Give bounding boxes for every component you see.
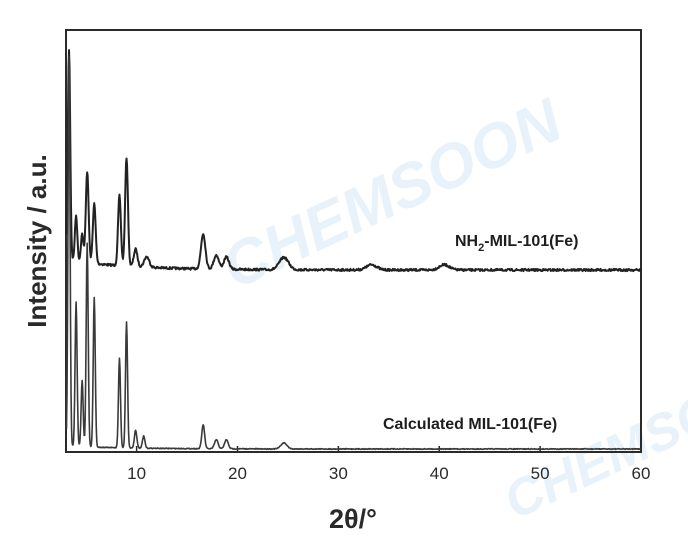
- series-label-main: NH: [455, 233, 478, 250]
- series-label-rest: -MIL-101(Fe): [484, 233, 578, 250]
- series-layer: [65, 49, 642, 451]
- y-axis-title: Intensity / a.u.: [22, 154, 52, 327]
- x-tick-label: 20: [228, 464, 247, 483]
- watermark-text-corner: CHEMSOON: [496, 348, 688, 531]
- series-label-nh2-mil-101: NH2-MIL-101(Fe): [455, 233, 578, 254]
- series-line-calculated-mil-101-fe: [65, 55, 642, 451]
- x-tick-label: 10: [127, 464, 146, 483]
- x-tick-label: 40: [430, 464, 449, 483]
- plot-frame: [65, 29, 642, 453]
- x-tick-label: 30: [329, 464, 348, 483]
- series-line-nh2-mil-101-fe: [65, 49, 642, 273]
- x-tick-label: 50: [531, 464, 550, 483]
- x-axis-title: 2θ/°: [329, 504, 377, 534]
- series-label-calculated-mil-101: Calculated MIL-101(Fe): [383, 416, 557, 433]
- watermark-layer: CHEMSOON CHEMSOON: [212, 85, 688, 531]
- series-label-subscript: 2: [478, 242, 484, 254]
- x-tick-label: 60: [632, 464, 651, 483]
- x-axis-ticks: 10 20 30 40 50 60: [127, 446, 650, 483]
